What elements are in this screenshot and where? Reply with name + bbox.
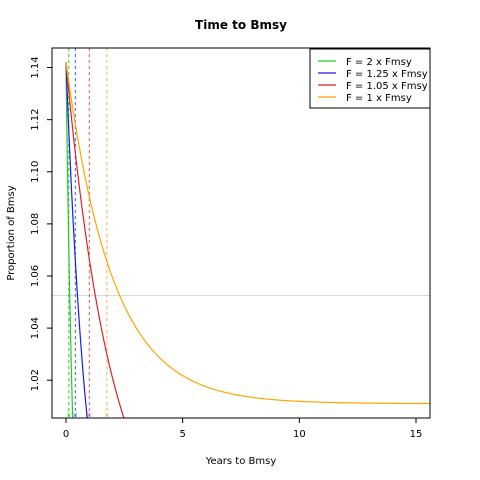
- marker-point: ×: [72, 411, 78, 419]
- marker-point: ×: [104, 411, 110, 419]
- y-tick-label: 1.14: [30, 56, 41, 78]
- y-tick-label: 1.06: [30, 265, 41, 287]
- chart-title: Time to Bmsy: [195, 18, 287, 32]
- y-tick-label: 1.02: [30, 369, 41, 391]
- plot-frame: [51, 47, 431, 419]
- series-line: [65, 62, 88, 418]
- x-tick-label: 0: [63, 429, 69, 440]
- y-axis-label: Proportion of Bmsy: [6, 185, 17, 280]
- y-tick-label: 1.12: [30, 109, 41, 131]
- x-tick-label: 10: [293, 429, 306, 440]
- series-line: [65, 62, 74, 418]
- legend-entry: F = 2 x Fmsy: [346, 57, 412, 68]
- series-line: [65, 62, 430, 405]
- legend-entry: F = 1 x Fmsy: [346, 93, 412, 104]
- series-line: [65, 62, 125, 418]
- y-axis: 1.02 1.04 1.06 1.08 1.10 1.12 1.14: [30, 56, 52, 391]
- x-axis-label: Years to Bmsy: [205, 456, 277, 467]
- y-tick-label: 1.08: [30, 213, 41, 235]
- x-axis: 0 5 10 15: [63, 418, 423, 440]
- y-tick-label: 1.10: [30, 161, 41, 183]
- marker-point: ×: [66, 411, 72, 419]
- y-tick-label: 1.04: [30, 317, 41, 339]
- legend-box: [309, 48, 431, 109]
- legend-entry: F = 1.25 x Fmsy: [346, 69, 428, 80]
- legend-entry: F = 1.05 x Fmsy: [346, 81, 428, 92]
- x-tick-label: 15: [410, 429, 423, 440]
- marker-point: ×: [86, 411, 92, 419]
- x-tick-label: 5: [179, 429, 185, 440]
